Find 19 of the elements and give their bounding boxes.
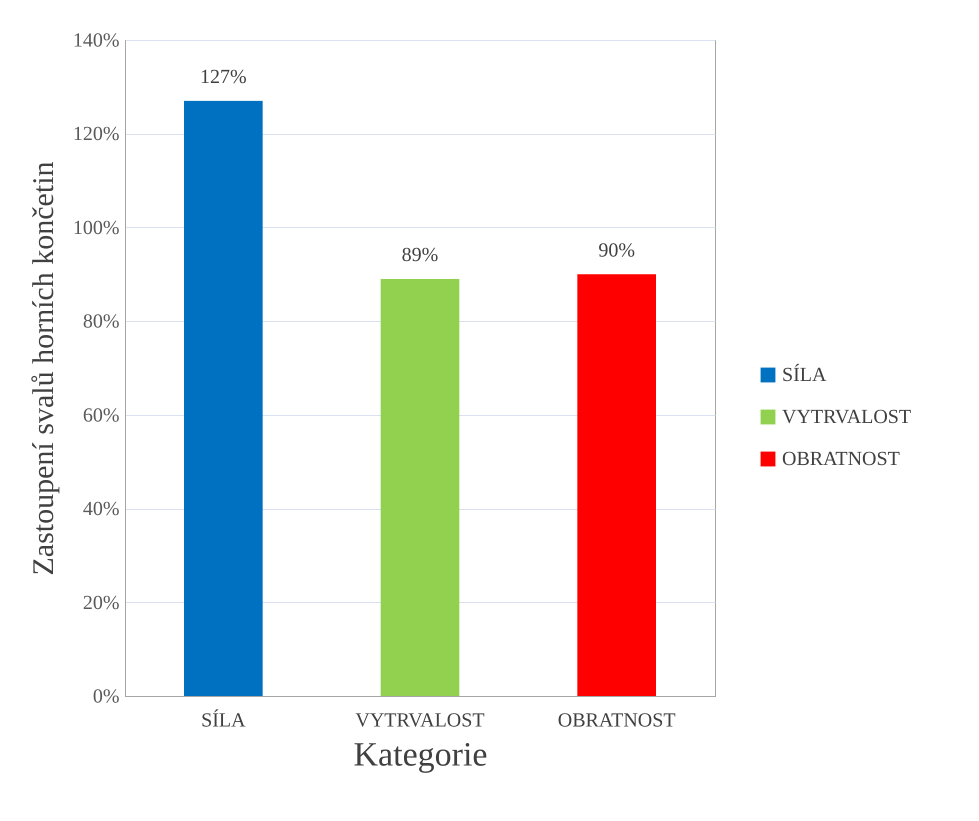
data-label: 127% xyxy=(200,66,247,88)
data-label: 90% xyxy=(598,239,636,262)
data-label: 89% xyxy=(402,244,438,266)
x-axis-title: Kategorie xyxy=(353,736,488,774)
y-tick-label: 120% xyxy=(72,123,120,146)
y-tick-label: 40% xyxy=(82,498,120,520)
x-tick-label: OBRATNOST xyxy=(558,710,676,732)
y-tick-label: 100% xyxy=(72,216,120,239)
legend-label: SÍLA xyxy=(782,363,827,386)
y-tick-label: 80% xyxy=(82,310,120,333)
y-tick-label: 60% xyxy=(82,404,120,426)
y-tick-label: 140% xyxy=(72,30,120,52)
legend-label: VYTRVALOST xyxy=(782,406,912,428)
y-tick-label: 0% xyxy=(92,686,120,708)
x-tick-label: VYTRVALOST xyxy=(355,710,485,732)
y-axis-title: Zastoupení svalů horních končetin xyxy=(26,161,60,576)
legend-label: OBRATNOST xyxy=(782,448,900,470)
x-tick-label: SÍLA xyxy=(201,708,246,732)
y-tick-label: 20% xyxy=(82,592,120,614)
